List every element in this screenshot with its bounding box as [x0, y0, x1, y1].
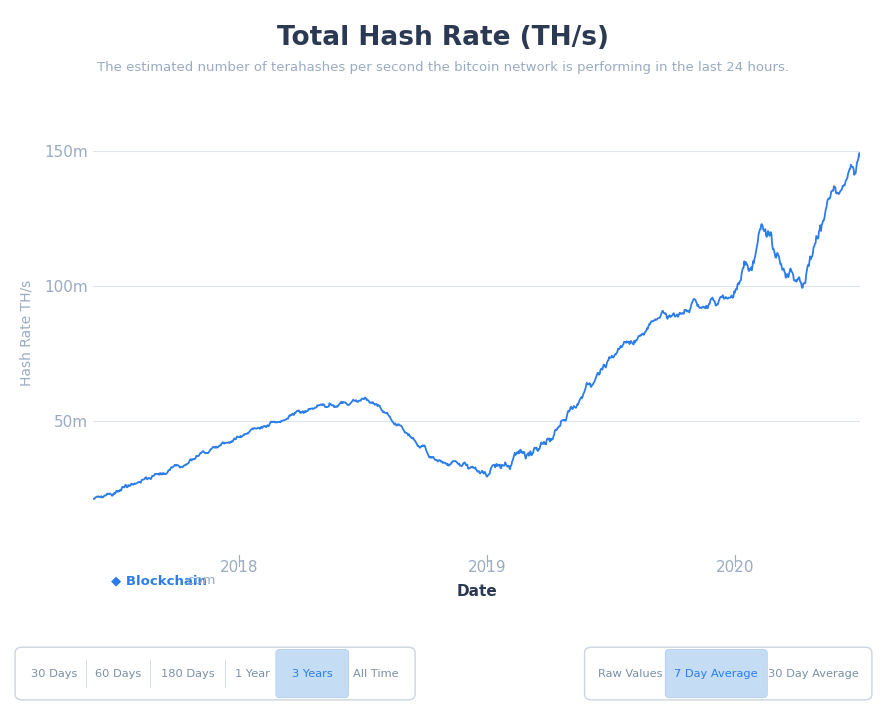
Text: 30 Days: 30 Days	[31, 669, 77, 679]
X-axis label: Date: Date	[456, 584, 496, 599]
Text: All Time: All Time	[353, 669, 399, 679]
Text: Raw Values: Raw Values	[598, 669, 662, 679]
Text: 30 Day Average: 30 Day Average	[767, 669, 859, 679]
Text: Total Hash Rate (TH/s): Total Hash Rate (TH/s)	[277, 25, 609, 51]
Text: 7 Day Average: 7 Day Average	[673, 669, 758, 679]
Text: 3 Years: 3 Years	[291, 669, 332, 679]
Text: 180 Days: 180 Days	[160, 669, 214, 679]
Text: 60 Days: 60 Days	[95, 669, 141, 679]
Text: 1 Year: 1 Year	[235, 669, 270, 679]
Text: The estimated number of terahashes per second the bitcoin network is performing : The estimated number of terahashes per s…	[97, 61, 789, 73]
Text: .com: .com	[183, 575, 216, 587]
Y-axis label: Hash Rate TH/s: Hash Rate TH/s	[19, 280, 34, 386]
Text: ◆ Blockchain: ◆ Blockchain	[111, 575, 206, 587]
